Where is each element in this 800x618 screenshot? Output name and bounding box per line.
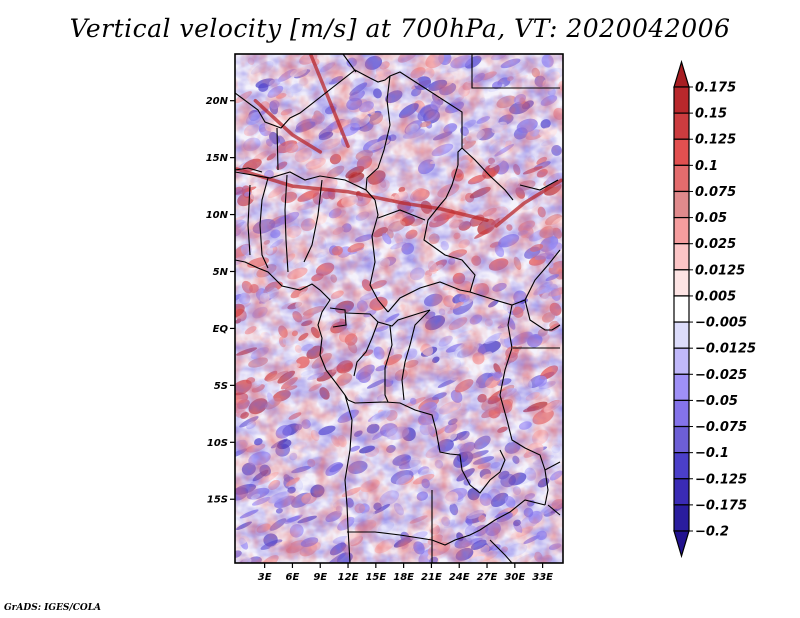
- colorbar-swatch: [673, 504, 690, 532]
- colorbar-label: 0.175: [695, 81, 736, 96]
- colorbar-swatch: [673, 190, 690, 219]
- lat-tick-label: 10S: [207, 438, 228, 449]
- lon-tick-label: 12E: [338, 572, 359, 583]
- lat-tick-label: 15N: [206, 153, 229, 164]
- lon-tick-label: 30E: [504, 572, 525, 583]
- lon-tick-label: 27E: [477, 572, 498, 583]
- vertical-velocity-field: [235, 54, 563, 563]
- colorbar-label: −0.175: [695, 498, 747, 513]
- colorbar-label: 0.05: [695, 211, 727, 226]
- colorbar-label: −0.2: [695, 525, 729, 540]
- colorbar-label: 0.1: [695, 159, 718, 174]
- colorbar-label: −0.025: [695, 368, 747, 383]
- colorbar: 0.175 0.15 0.125 0.1 0.075 0.05 0.025 0.0125 0.0…: [673, 59, 756, 559]
- colorbar-swatch: [673, 243, 690, 271]
- colorbar-swatch: [673, 399, 690, 428]
- grads-credit: GrADS: IGES/COLA: [4, 603, 102, 613]
- lon-tick-label: 3E: [258, 572, 272, 583]
- colorbar-label: 0.15: [695, 107, 727, 122]
- colorbar-label: −0.1: [695, 446, 729, 461]
- lat-tick-label: 10N: [206, 210, 229, 221]
- lat-tick-label: 5N: [213, 267, 229, 278]
- colorbar-label: −0.125: [695, 472, 747, 487]
- colorbar-swatch: [673, 295, 690, 323]
- colorbar-label: 0.075: [695, 185, 736, 200]
- lon-tick-label: 21E: [421, 572, 442, 583]
- colorbar-swatch: [673, 86, 690, 114]
- colorbar-swatch: [673, 112, 690, 140]
- field-streak: [235, 167, 489, 223]
- field-streak: [494, 178, 563, 228]
- map-frame: [234, 53, 564, 564]
- lon-tick-label: 15E: [365, 572, 386, 583]
- colorbar-label: −0.075: [695, 420, 747, 435]
- lon-tick-label: 24E: [449, 572, 470, 583]
- plot-title: Vertical velocity [m/s] at 700hPa, VT: 2…: [69, 14, 731, 43]
- colorbar-swatch: [673, 478, 690, 506]
- colorbar-label: 0.0125: [695, 263, 745, 278]
- field-streak: [309, 54, 350, 148]
- colorbar-label: 0.125: [695, 133, 736, 148]
- field-streak: [253, 98, 322, 154]
- colorbar-label: −0.05: [695, 394, 738, 409]
- country-boundaries: [235, 54, 561, 563]
- lat-tick-label: 20N: [206, 96, 229, 107]
- colorbar-label: −0.0125: [695, 342, 756, 357]
- lat-tick-label: EQ: [213, 324, 229, 335]
- latitude-axis: 20N 15N 10N 5N EQ 5S 10S 15S: [206, 96, 235, 506]
- colorbar-swatch: [673, 452, 690, 480]
- colorbar-over-arrow: [673, 59, 690, 88]
- colorbar-swatch: [673, 138, 690, 166]
- lat-tick-label: 5S: [214, 381, 228, 392]
- colorbar-under-arrow: [673, 530, 690, 559]
- lat-tick-label: 15S: [207, 495, 228, 506]
- colorbar-label: 0.025: [695, 237, 736, 252]
- colorbar-swatch: [673, 425, 690, 454]
- lon-tick-label: 9E: [313, 572, 327, 583]
- lon-tick-label: 33E: [532, 572, 553, 583]
- lon-tick-label: 6E: [286, 572, 300, 583]
- colorbar-swatch: [673, 373, 690, 402]
- colorbar-label: 0.005: [695, 289, 736, 304]
- colorbar-swatch: [673, 347, 690, 375]
- colorbar-swatch: [673, 164, 690, 193]
- lon-tick-label: 18E: [393, 572, 414, 583]
- colorbar-label: −0.005: [695, 316, 747, 331]
- colorbar-swatch: [673, 321, 690, 349]
- colorbar-swatch: [673, 216, 690, 245]
- colorbar-swatch: [673, 269, 690, 297]
- longitude-axis: 3E 6E 9E 12E 15E 18E 21E 24E 27E 30E 33E: [258, 563, 553, 583]
